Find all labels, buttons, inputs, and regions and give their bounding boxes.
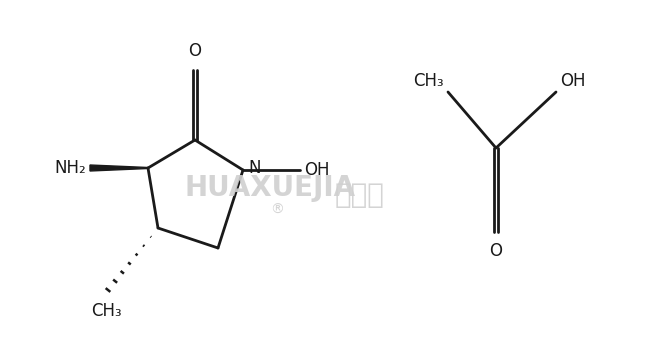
Text: O: O <box>490 242 503 260</box>
Text: N: N <box>248 159 260 177</box>
Text: 化学加: 化学加 <box>335 181 385 209</box>
Text: ®: ® <box>270 203 284 217</box>
Text: CH₃: CH₃ <box>90 302 121 320</box>
Text: O: O <box>189 42 202 60</box>
Text: OH: OH <box>560 72 585 90</box>
Text: HUAXUEJIA: HUAXUEJIA <box>185 174 355 202</box>
Text: OH: OH <box>304 161 329 179</box>
Text: CH₃: CH₃ <box>413 72 444 90</box>
Text: NH₂: NH₂ <box>54 159 86 177</box>
Polygon shape <box>90 165 148 171</box>
